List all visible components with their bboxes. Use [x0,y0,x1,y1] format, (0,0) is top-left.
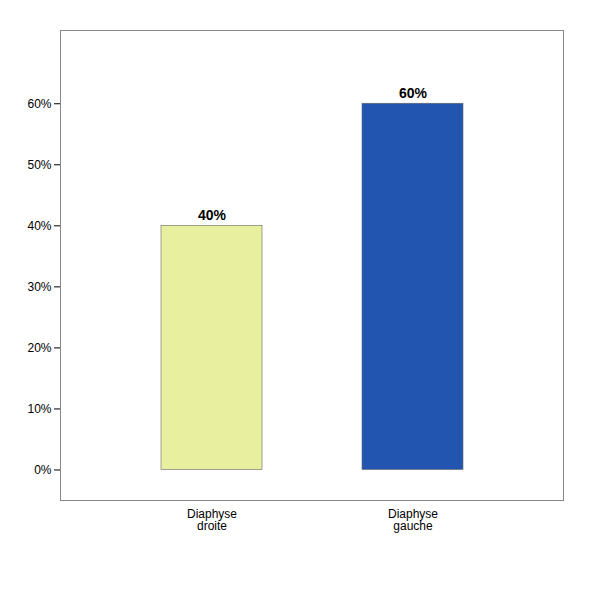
svg-text:10%: 10% [27,402,51,416]
svg-text:50%: 50% [27,158,51,172]
svg-text:40%: 40% [27,219,51,233]
svg-text:Diaphysedroite: Diaphysedroite [187,507,237,533]
svg-text:0%: 0% [34,463,52,477]
svg-text:60%: 60% [27,97,51,111]
svg-text:30%: 30% [27,280,51,294]
svg-text:Diaphysegauche: Diaphysegauche [388,507,438,533]
svg-text:20%: 20% [27,341,51,355]
svg-text:60%: 60% [399,85,428,101]
svg-text:40%: 40% [198,207,227,223]
